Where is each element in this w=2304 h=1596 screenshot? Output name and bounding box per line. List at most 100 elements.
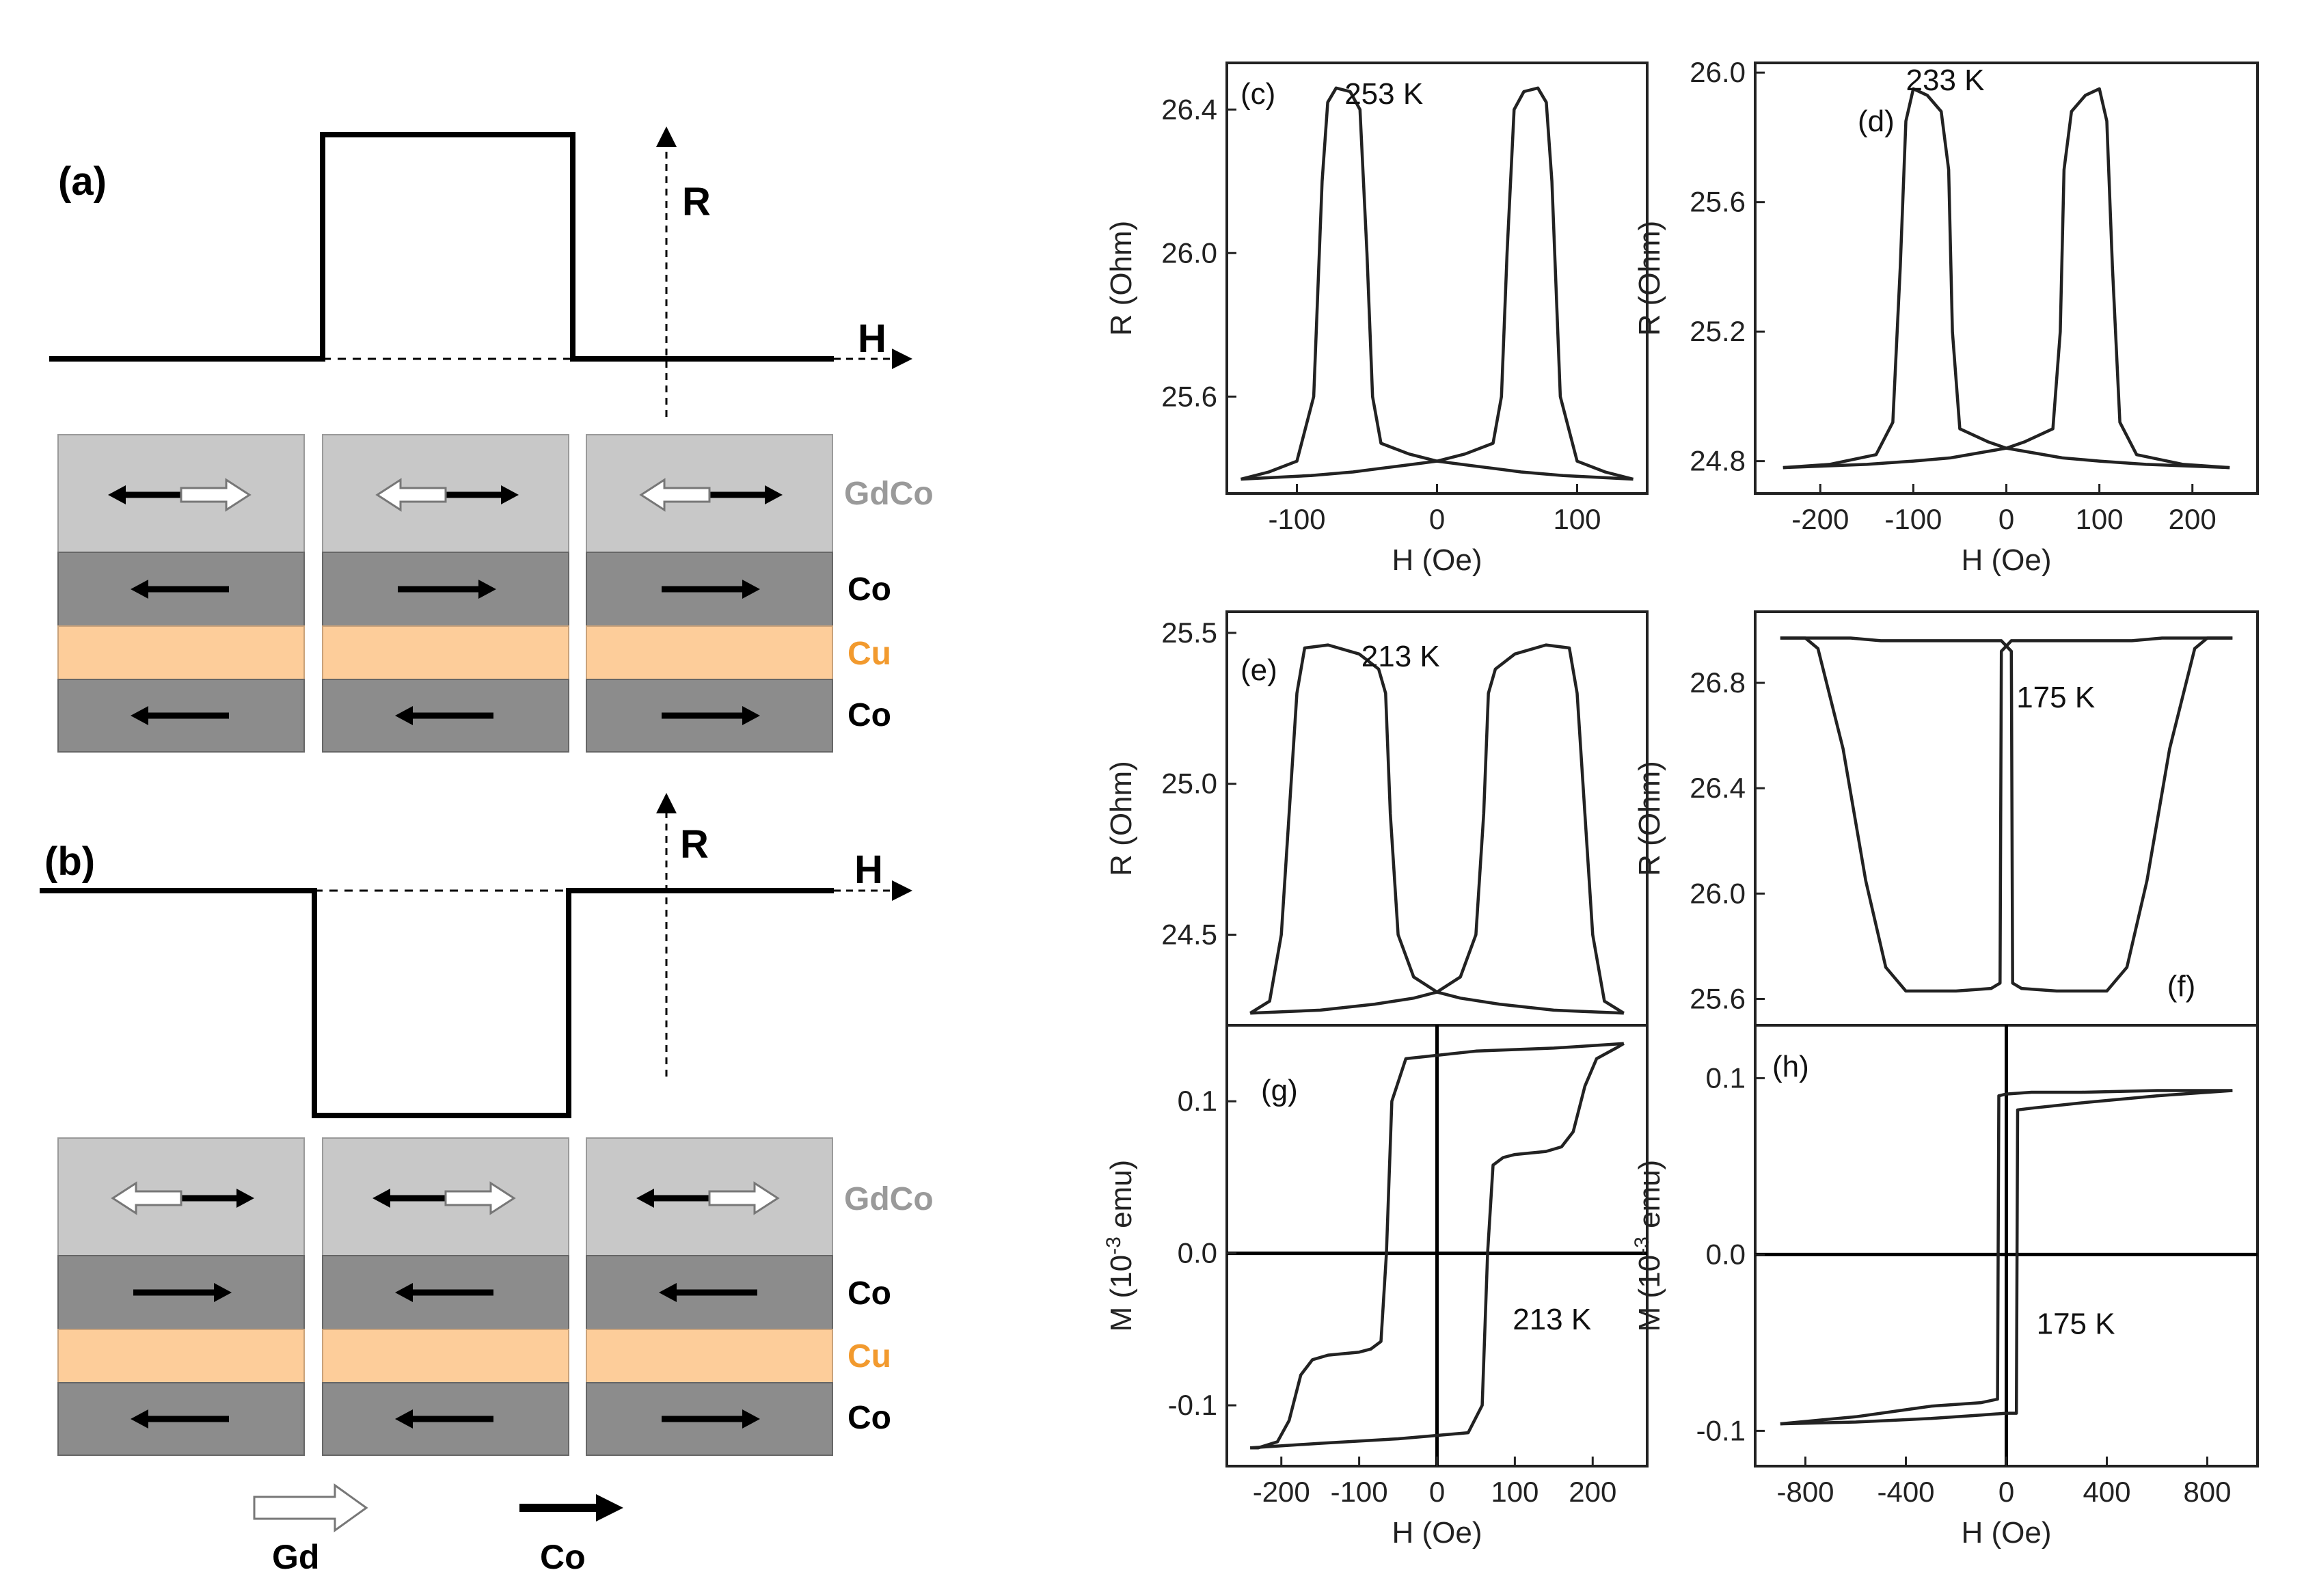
temperature-annotation: 213 K	[1513, 1303, 1591, 1336]
y-tick-label: 0.1	[1706, 1061, 1746, 1094]
y-tick-label: 25.5	[1161, 617, 1217, 649]
x-axis-label: H (Oe)	[1392, 1516, 1482, 1550]
x-tick-label: 100	[1553, 503, 1601, 535]
layer-label-cu: Cu	[848, 636, 891, 672]
plot-d: 24.8 25.2 25.6 26.0 -200 -100 0 100 200 H (Oe) R (…	[1633, 56, 2259, 577]
stack-column-3	[586, 1137, 833, 1456]
gdco-gd-arrow-icon	[180, 478, 252, 512]
x-tick-label: 100	[2076, 503, 2124, 535]
layer-label-gdco: GdCo	[844, 476, 934, 512]
co-arrow-head	[596, 1494, 623, 1521]
y-tick-label: 24.8	[1690, 445, 1746, 477]
x-tick-label: 0	[1998, 1476, 2014, 1508]
co-bottom-arrow-icon-head	[395, 706, 413, 725]
stack-column-2	[322, 1137, 569, 1456]
gdco-co-arrow-icon-head	[501, 485, 519, 504]
cu-layer	[322, 1329, 569, 1383]
panel-a-r-curve	[49, 132, 834, 362]
gdco-co-arrow-icon-head	[108, 485, 126, 504]
gdco-co-arrow-icon-head	[765, 485, 783, 504]
y-axis-label: M (10-3 emu)	[1102, 1160, 1138, 1332]
legend-gd-label: Gd	[272, 1538, 319, 1576]
plot-c: 25.6 26.0 26.4 -100 0 100 H (Oe) R (Ohm) (c) 253 …	[1104, 62, 1649, 577]
y-tick-label: 26.4	[1690, 772, 1746, 804]
plot-panel-label: (e)	[1241, 653, 1277, 687]
plot-panel-label: (f)	[2167, 970, 2196, 1003]
series-sweep-down	[1783, 87, 2230, 470]
co-top-arrow-icon-head	[742, 580, 760, 599]
co-top-arrow-icon-head	[395, 1283, 413, 1302]
y-tick-label: -0.1	[1696, 1414, 1746, 1446]
y-tick-label: 25.6	[1690, 186, 1746, 218]
series-sweep-up	[1780, 636, 2233, 993]
gdco-co-arrow-icon-head	[236, 1189, 254, 1208]
y-tick-label: -0.1	[1168, 1389, 1217, 1421]
y-tick-label: 26.0	[1690, 56, 1746, 88]
panel-a-h-axis-label: H	[858, 316, 886, 361]
gdco-gd-arrow-icon	[708, 1181, 780, 1215]
y-tick-label: 26.0	[1161, 236, 1217, 269]
plot-panel-label: (d)	[1858, 105, 1895, 138]
y-axis-label: R (Ohm)	[1633, 221, 1666, 336]
plot-panel-label: (h)	[1772, 1050, 1809, 1083]
co-top-arrow-icon-head	[131, 580, 148, 599]
x-axis-label: H (Oe)	[1392, 543, 1482, 577]
x-tick-label: -400	[1877, 1476, 1934, 1508]
legend-co-label: Co	[540, 1538, 586, 1576]
panel-b-layer-stack	[57, 1137, 833, 1456]
panel-a-layer-labels: GdCo Co Cu Co	[844, 476, 934, 733]
y-axis-label-unit: emu)	[1633, 1160, 1666, 1236]
panel-b-r-curve	[40, 888, 834, 1118]
x-tick-label: 0	[1429, 503, 1445, 535]
data-plots: 25.6 26.0 26.4 -100 0 100 H (Oe) R (Ohm) (c) 253 …	[1102, 56, 2259, 1550]
gdco-co-arrow-icon-head	[636, 1189, 654, 1208]
y-tick-label: 0.0	[1706, 1238, 1746, 1270]
co-top-arrow-icon-head	[659, 1283, 677, 1302]
y-tick-label: 25.6	[1690, 982, 1746, 1014]
temperature-annotation: 213 K	[1361, 640, 1440, 673]
panel-b-label: (b)	[44, 839, 95, 884]
co-top-arrow-icon-head	[478, 580, 496, 599]
x-tick-label: -100	[1268, 503, 1325, 535]
moment-legend: Gd Co	[253, 1483, 623, 1576]
y-tick-label: 0.1	[1178, 1085, 1217, 1117]
x-tick-label: -200	[1253, 1476, 1310, 1508]
gd-open-arrow-icon	[253, 1483, 368, 1532]
co-bottom-arrow-icon-head	[131, 1409, 148, 1429]
stack-column-1	[57, 1137, 305, 1456]
co-top-arrow-icon-head	[214, 1283, 232, 1302]
y-axis-label: M (10-3 emu)	[1631, 1160, 1666, 1332]
gdco-gd-arrow-icon	[639, 478, 711, 512]
x-tick-label: -800	[1776, 1476, 1834, 1508]
y-axis-label-exponent: -3	[1631, 1236, 1653, 1255]
x-axis-label: H (Oe)	[1962, 1516, 2052, 1550]
series-sweep-down	[1249, 643, 1624, 1015]
temperature-annotation: 233 K	[1906, 64, 1985, 97]
x-tick-label: -100	[1884, 503, 1942, 535]
layer-label-co-bottom: Co	[848, 697, 891, 733]
y-tick-label: 26.4	[1161, 93, 1217, 125]
temperature-annotation: 253 K	[1344, 77, 1423, 111]
panel-a-r-axis-label: R	[682, 180, 711, 224]
series-sweep-up	[1250, 643, 1625, 1015]
panel-a-schematic: (a) R H GdCo Co Cu Co	[49, 126, 934, 753]
plot-panel-label: (g)	[1261, 1074, 1298, 1107]
y-tick-label: 26.0	[1690, 877, 1746, 909]
x-tick-label: -100	[1331, 1476, 1388, 1508]
series-sweep-down	[1780, 1089, 2233, 1426]
co-bottom-arrow-icon-head	[742, 1409, 760, 1429]
plot-panel-label: (c)	[1241, 77, 1275, 111]
layer-label-co-top: Co	[848, 571, 891, 608]
temperature-annotation: 175 K	[2016, 681, 2095, 714]
co-layer-bottom	[322, 679, 569, 753]
y-axis-label-exponent: -3	[1102, 1236, 1125, 1255]
y-tick-label: 26.8	[1690, 666, 1746, 699]
series-sweep-down	[1240, 86, 1634, 481]
series-sweep-down	[1250, 1042, 1624, 1450]
plot-frame	[1754, 610, 2259, 1027]
y-tick-label: 0.0	[1178, 1237, 1217, 1269]
panel-a-label: (a)	[58, 159, 107, 204]
stack-column-3	[586, 434, 833, 753]
temperature-annotation: 175 K	[2037, 1308, 2115, 1341]
